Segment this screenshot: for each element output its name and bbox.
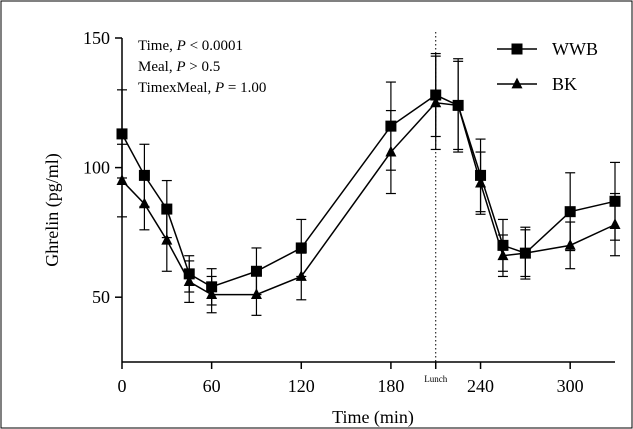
y-tick-label: 150 bbox=[83, 28, 110, 48]
data-point-bk bbox=[385, 145, 397, 157]
data-point-wwb bbox=[138, 169, 150, 181]
data-point-bk bbox=[519, 246, 531, 258]
x-tick-label: 240 bbox=[467, 376, 494, 396]
stats-line: TimexMeal, P = 1.00 bbox=[138, 80, 266, 96]
data-point-bk bbox=[475, 176, 487, 188]
legend: WWB BK bbox=[497, 39, 598, 94]
data-point-bk bbox=[161, 233, 173, 245]
data-point-bk bbox=[452, 99, 464, 110]
stats-line: Time, P < 0.0001 bbox=[138, 38, 243, 54]
series-bk bbox=[116, 55, 621, 316]
data-point-bk bbox=[116, 174, 128, 185]
legend-marker-bk bbox=[511, 77, 523, 89]
x-tick-label: 300 bbox=[557, 376, 584, 396]
stats-line: Meal, P > 0.5 bbox=[138, 59, 220, 75]
x-tick-label: 180 bbox=[377, 376, 404, 396]
data-point-bk bbox=[564, 239, 576, 250]
legend-marker-wwb bbox=[511, 43, 523, 55]
y-tick-label: 50 bbox=[92, 287, 110, 307]
lunch-marker: Lunch bbox=[424, 32, 448, 384]
stats-annotation: Time, P < 0.0001 Meal, P > 0.5 TimexMeal, … bbox=[138, 38, 266, 96]
data-point-wwb bbox=[116, 128, 128, 140]
legend-label-wwb: WWB bbox=[552, 39, 598, 59]
data-point-bk bbox=[183, 275, 195, 287]
data-point-bk bbox=[295, 270, 307, 281]
data-point-bk bbox=[497, 249, 509, 261]
x-tick-label: 60 bbox=[203, 376, 221, 396]
x-axis-label: Time (min) bbox=[332, 407, 414, 428]
lunch-label: Lunch bbox=[424, 374, 447, 384]
data-point-wwb bbox=[250, 265, 262, 277]
y-axis-label: Ghrelin (pg/ml) bbox=[42, 153, 63, 266]
data-point-bk bbox=[609, 218, 621, 230]
series-line-wwb bbox=[121, 94, 616, 288]
data-point-bk bbox=[138, 197, 150, 209]
data-point-wwb bbox=[295, 242, 307, 254]
data-point-wwb bbox=[564, 206, 576, 218]
series-line-bk bbox=[121, 102, 616, 296]
axes: 50 100 150 0 60 120 180 240 300 bbox=[83, 28, 615, 396]
series-layer bbox=[116, 52, 621, 316]
data-point-bk bbox=[250, 288, 262, 300]
legend-label-bk: BK bbox=[552, 74, 577, 94]
data-point-bk bbox=[206, 288, 218, 300]
y-tick-label: 100 bbox=[83, 158, 110, 178]
x-tick-label: 120 bbox=[288, 376, 315, 396]
data-point-bk bbox=[430, 96, 442, 108]
x-tick-label: 0 bbox=[118, 376, 127, 396]
